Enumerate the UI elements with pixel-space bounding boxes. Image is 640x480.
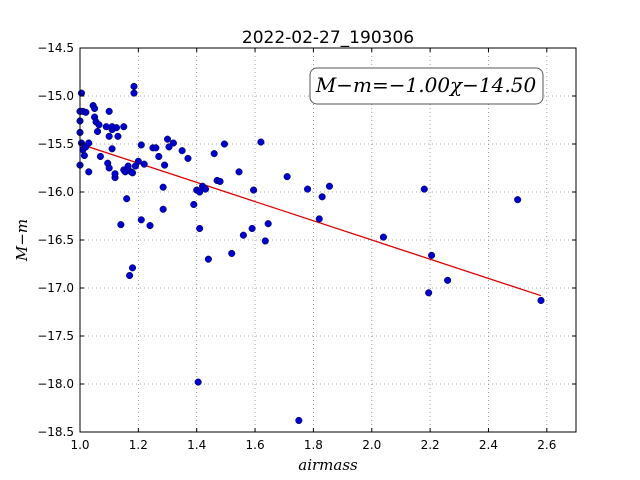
data-point bbox=[159, 205, 167, 213]
data-point bbox=[130, 82, 138, 90]
data-point bbox=[124, 162, 132, 170]
data-point bbox=[201, 185, 210, 193]
y-tick-label: −15.5 bbox=[37, 137, 74, 151]
data-point bbox=[77, 89, 86, 97]
data-point bbox=[444, 276, 452, 284]
data-point bbox=[146, 222, 154, 230]
y-tick-label: −16.5 bbox=[37, 233, 74, 247]
data-point bbox=[95, 121, 103, 129]
data-point bbox=[85, 168, 93, 176]
data-point bbox=[235, 168, 243, 176]
y-tick-label: −17.0 bbox=[37, 281, 74, 295]
data-point bbox=[114, 132, 122, 140]
data-point bbox=[112, 124, 121, 132]
y-axis-label: M−m bbox=[13, 219, 31, 262]
x-tick-label: 2.0 bbox=[362, 438, 381, 452]
data-point bbox=[126, 271, 134, 280]
data-point bbox=[134, 157, 142, 165]
data-point bbox=[420, 185, 428, 193]
data-point bbox=[184, 154, 192, 162]
data-point bbox=[379, 233, 387, 241]
y-tick-label: −15.0 bbox=[37, 89, 74, 103]
data-point bbox=[196, 188, 204, 196]
data-point bbox=[152, 144, 160, 152]
data-point bbox=[120, 123, 128, 131]
data-point bbox=[194, 378, 202, 386]
data-point bbox=[155, 152, 163, 161]
fit-line bbox=[79, 143, 542, 297]
data-point bbox=[428, 251, 436, 259]
data-point bbox=[220, 140, 228, 148]
data-point bbox=[210, 150, 218, 158]
data-point bbox=[137, 141, 145, 149]
data-point bbox=[93, 127, 102, 136]
data-point bbox=[111, 170, 119, 178]
data-point bbox=[105, 132, 113, 140]
x-tick-label: 1.0 bbox=[70, 438, 89, 452]
x-tick-label: 1.2 bbox=[129, 438, 148, 452]
x-tick-label: 2.6 bbox=[537, 438, 556, 452]
data-point bbox=[250, 186, 258, 194]
chart-title: 2022-02-27_190306 bbox=[242, 28, 414, 48]
data-point bbox=[261, 237, 269, 245]
y-tick-label: −17.5 bbox=[37, 329, 74, 343]
y-tick-label: −18.5 bbox=[37, 425, 74, 439]
data-point bbox=[128, 264, 137, 272]
x-tick-label: 1.8 bbox=[304, 438, 323, 452]
fit-line-group bbox=[79, 143, 542, 297]
annotation-frame bbox=[309, 67, 544, 105]
y-tick-label: −14.5 bbox=[37, 41, 74, 55]
data-point bbox=[228, 249, 236, 257]
data-point bbox=[91, 104, 99, 113]
data-point bbox=[80, 151, 88, 160]
data-point bbox=[105, 164, 113, 172]
x-tick-label: 2.4 bbox=[479, 438, 498, 452]
data-point bbox=[159, 183, 167, 191]
data-point bbox=[123, 195, 131, 203]
data-point bbox=[315, 215, 323, 223]
data-point bbox=[137, 216, 145, 224]
data-point bbox=[82, 108, 90, 116]
data-point bbox=[514, 196, 522, 204]
data-point bbox=[105, 107, 113, 115]
axis-ticks: 1.0 1.2 1.4 1.6 1.8 2.0 2.2 2.4 2.6 −14.5 −15.0 −15… bbox=[37, 41, 576, 452]
y-tick-label: −16.0 bbox=[37, 185, 74, 199]
data-point bbox=[304, 185, 312, 193]
data-point bbox=[108, 145, 116, 153]
x-axis-label: airmass bbox=[298, 456, 358, 474]
data-point bbox=[204, 255, 212, 263]
data-point bbox=[283, 173, 291, 181]
x-tick-label: 1.4 bbox=[187, 438, 206, 452]
data-point bbox=[239, 231, 247, 239]
data-point bbox=[140, 160, 148, 168]
data-point bbox=[96, 152, 104, 161]
fit-equation-box: M−m=−1.00χ−14.50 bbox=[309, 67, 544, 105]
data-point bbox=[248, 224, 256, 233]
fit-equation: M−m=−1.00χ−14.50 bbox=[315, 73, 537, 97]
data-point bbox=[325, 182, 334, 190]
data-point bbox=[130, 89, 138, 97]
data-point bbox=[196, 224, 204, 233]
data-point bbox=[161, 161, 169, 169]
data-point bbox=[190, 200, 198, 209]
data-point bbox=[295, 416, 303, 425]
data-point bbox=[216, 177, 224, 185]
x-tick-label: 2.2 bbox=[421, 438, 440, 452]
data-point bbox=[169, 139, 177, 147]
y-tick-label: −18.0 bbox=[37, 377, 74, 391]
data-point bbox=[425, 289, 433, 297]
data-point bbox=[163, 135, 172, 143]
data-point bbox=[537, 296, 545, 305]
data-point bbox=[264, 220, 272, 228]
data-point bbox=[178, 147, 186, 155]
data-point bbox=[85, 139, 93, 147]
data-point bbox=[257, 138, 265, 146]
data-point bbox=[117, 221, 125, 229]
data-point bbox=[318, 193, 326, 201]
x-tick-label: 1.6 bbox=[246, 438, 265, 452]
data-point bbox=[128, 169, 137, 177]
data-points bbox=[76, 82, 545, 425]
